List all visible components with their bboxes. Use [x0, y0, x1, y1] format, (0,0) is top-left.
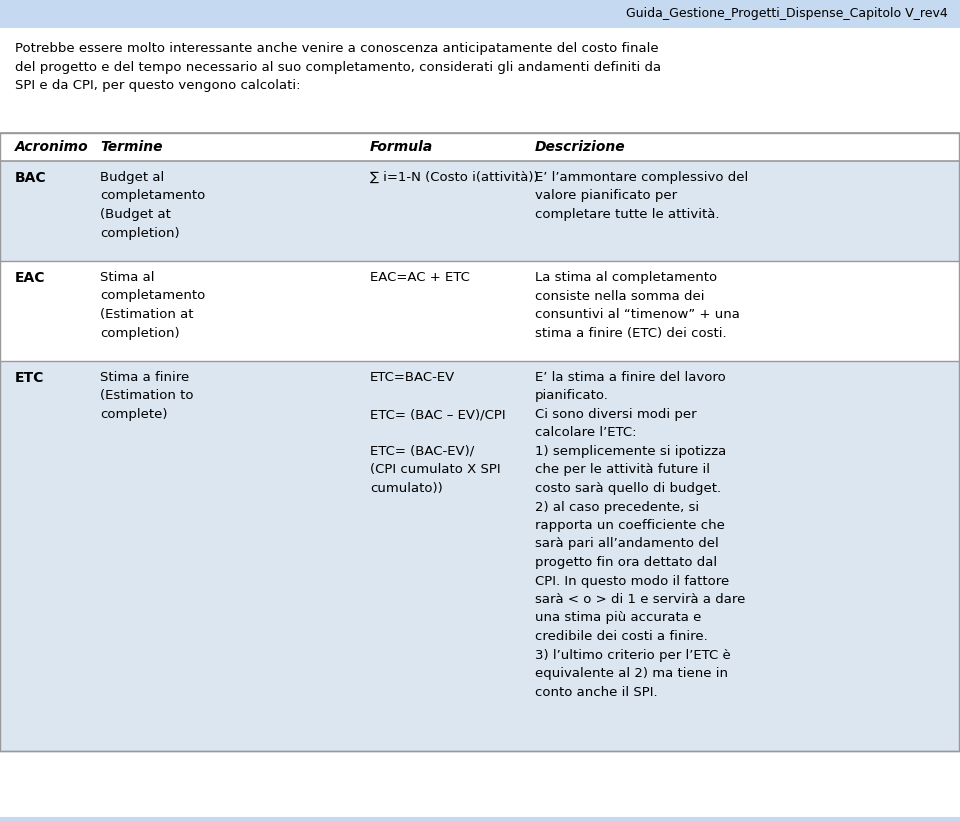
- Text: ETC: ETC: [15, 371, 44, 385]
- Text: EAC=AC + ETC: EAC=AC + ETC: [370, 271, 469, 284]
- Text: ETC=BAC-EV

ETC= (BAC – EV)/CPI

ETC= (BAC-EV)/
(CPI cumulato X SPI
cumulato)): ETC=BAC-EV ETC= (BAC – EV)/CPI ETC= (BAC…: [370, 371, 506, 495]
- Text: Potrebbe essere molto interessante anche venire a conoscenza anticipatamente del: Potrebbe essere molto interessante anche…: [15, 42, 661, 92]
- Text: EAC: EAC: [15, 271, 45, 285]
- Text: BAC: BAC: [15, 171, 47, 185]
- Text: La stima al completamento
consiste nella somma dei
consuntivi al “timenow” + una: La stima al completamento consiste nella…: [535, 271, 740, 340]
- Bar: [0, 133, 959, 751]
- Text: Stima al
completamento
(Estimation at
completion): Stima al completamento (Estimation at co…: [100, 271, 205, 340]
- Bar: [0, 361, 960, 751]
- Bar: [0, 133, 960, 161]
- Bar: [0, 161, 960, 261]
- Text: ∑ i=1-N (Costo i(attività)): ∑ i=1-N (Costo i(attività)): [370, 171, 539, 184]
- Text: Stima a finire
(Estimation to
complete): Stima a finire (Estimation to complete): [100, 371, 194, 421]
- Text: Budget al
completamento
(Budget at
completion): Budget al completamento (Budget at compl…: [100, 171, 205, 240]
- Text: Termine: Termine: [100, 140, 162, 154]
- Bar: [0, 261, 960, 361]
- Text: Formula: Formula: [370, 140, 433, 154]
- Text: Guida_Gestione_Progetti_Dispense_Capitolo V_rev4: Guida_Gestione_Progetti_Dispense_Capitol…: [626, 7, 948, 21]
- Text: E’ l’ammontare complessivo del
valore pianificato per
completare tutte le attivi: E’ l’ammontare complessivo del valore pi…: [535, 171, 748, 221]
- Text: E’ la stima a finire del lavoro
pianificato.
Ci sono diversi modi per
calcolare : E’ la stima a finire del lavoro pianific…: [535, 371, 745, 699]
- Bar: [0, 0, 960, 28]
- Text: Descrizione: Descrizione: [535, 140, 626, 154]
- Text: Acronimo: Acronimo: [15, 140, 88, 154]
